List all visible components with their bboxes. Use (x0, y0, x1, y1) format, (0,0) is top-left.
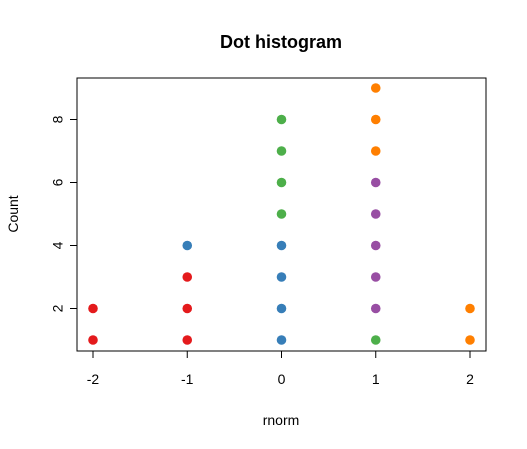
dot-point (370, 272, 381, 282)
y-tick-label: 2 (50, 304, 66, 312)
dot-point (465, 303, 475, 314)
y-axis-label: Count (5, 195, 21, 232)
dot-point (370, 335, 381, 345)
dot-point (465, 335, 475, 345)
x-axis: -2 -1 0 1 2 (87, 351, 474, 387)
y-axis: 2 4 6 8 (50, 115, 77, 312)
dot-point (276, 114, 287, 125)
x-tick-label: -2 (87, 371, 100, 387)
dot-point (182, 303, 193, 314)
dot-point (370, 240, 381, 251)
y-tick-label: 8 (50, 115, 66, 123)
dot-point (370, 177, 381, 188)
dot-point (276, 177, 287, 188)
x-axis-label: rnorm (263, 412, 300, 428)
dot-point (276, 209, 287, 219)
x-tick-label: 1 (372, 371, 380, 387)
dot-point (88, 335, 98, 345)
data-points (88, 83, 475, 345)
dot-point (370, 83, 381, 93)
dot-point (370, 303, 381, 314)
dot-point (370, 209, 381, 219)
y-tick-label: 6 (50, 178, 66, 186)
dot-point (370, 114, 381, 125)
dot-point (276, 146, 287, 156)
x-tick-label: 2 (466, 371, 474, 387)
y-tick-label: 4 (50, 241, 66, 249)
dot-point (182, 272, 193, 282)
dot-point (88, 303, 98, 314)
dot-point (276, 335, 287, 345)
dot-point (276, 303, 287, 314)
dot-point (182, 240, 193, 251)
dot-point (182, 335, 193, 345)
x-tick-label: -1 (181, 371, 194, 387)
x-tick-label: 0 (278, 371, 286, 387)
chart-title: Dot histogram (220, 32, 342, 52)
dot-point (276, 240, 287, 251)
dot-point (276, 272, 287, 282)
dot-point (370, 146, 381, 156)
